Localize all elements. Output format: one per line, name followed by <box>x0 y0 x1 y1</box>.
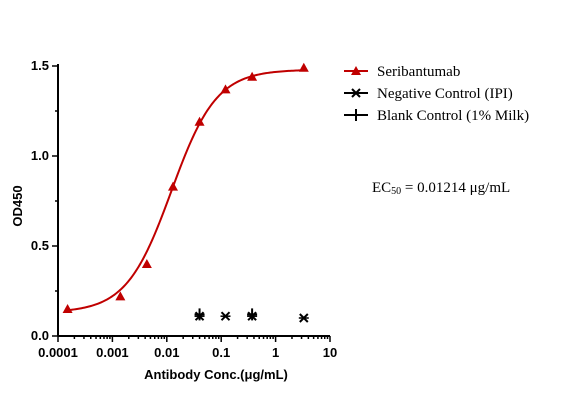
x-ticks: 0.0001 0.001 0.01 0.1 1 10 <box>38 336 337 360</box>
data-point <box>247 308 258 321</box>
triangle-icon <box>115 291 126 301</box>
x-tick-label: 0.0001 <box>38 345 78 360</box>
legend-label: Seribantumab <box>377 64 460 80</box>
seribantumab-fit-curve <box>66 69 307 312</box>
x-tick-label: 0.001 <box>96 345 129 360</box>
legend-label: Negative Control (IPI) <box>377 86 513 102</box>
data-point <box>141 259 152 268</box>
series-2 <box>194 308 258 321</box>
x-tick-label: 1 <box>272 345 279 360</box>
legend: Seribantumab Negative Control (IPI) Blank … <box>344 64 529 124</box>
triangle-icon <box>220 84 231 94</box>
triangle-icon <box>62 304 73 313</box>
legend-item: Negative Control (IPI) <box>344 86 513 102</box>
ec50-subscript: 50 <box>391 186 401 197</box>
y-axis-title: OD450 <box>10 185 25 226</box>
axes <box>57 64 330 337</box>
ec50-prefix: EC <box>372 180 391 196</box>
triangle-icon <box>194 116 205 126</box>
data-point <box>298 62 309 72</box>
data-point <box>247 71 258 81</box>
triangle-icon <box>247 71 258 81</box>
legend-marker <box>351 88 361 98</box>
x-axis-title: Antibody Conc.(μg/mL) <box>144 367 288 382</box>
triangle-icon <box>141 259 152 268</box>
data-point <box>115 291 126 301</box>
data-point <box>220 84 231 94</box>
x-tick-label: 0.01 <box>154 345 179 360</box>
triangle-icon <box>351 66 361 75</box>
data-point <box>298 313 309 323</box>
data-point <box>62 304 73 313</box>
data-point <box>194 308 205 321</box>
legend-item: Blank Control (1% Milk) <box>344 108 529 124</box>
ec50-value: = 0.01214 μg/mL <box>401 180 510 196</box>
x-tick-label: 10 <box>323 345 337 360</box>
y-tick-label: 1.0 <box>31 148 49 163</box>
y-tick-label: 1.5 <box>31 58 49 73</box>
data-point <box>167 181 178 191</box>
legend-item: Seribantumab <box>344 64 460 80</box>
legend-marker <box>351 109 361 121</box>
data-point <box>220 311 231 321</box>
data-points <box>62 62 309 323</box>
y-tick-label: 0.0 <box>31 328 49 343</box>
series-0 <box>62 62 309 313</box>
legend-marker <box>351 66 361 75</box>
triangle-icon <box>298 62 309 72</box>
legend-label: Blank Control (1% Milk) <box>377 108 529 124</box>
data-point <box>194 116 205 126</box>
y-tick-label: 0.5 <box>31 238 49 253</box>
triangle-icon <box>167 181 178 191</box>
y-ticks: 0.0 0.5 1.0 1.5 <box>31 58 58 343</box>
x-tick-label: 0.1 <box>212 345 230 360</box>
ec50-annotation: EC50 = 0.01214 μg/mL <box>372 180 510 197</box>
